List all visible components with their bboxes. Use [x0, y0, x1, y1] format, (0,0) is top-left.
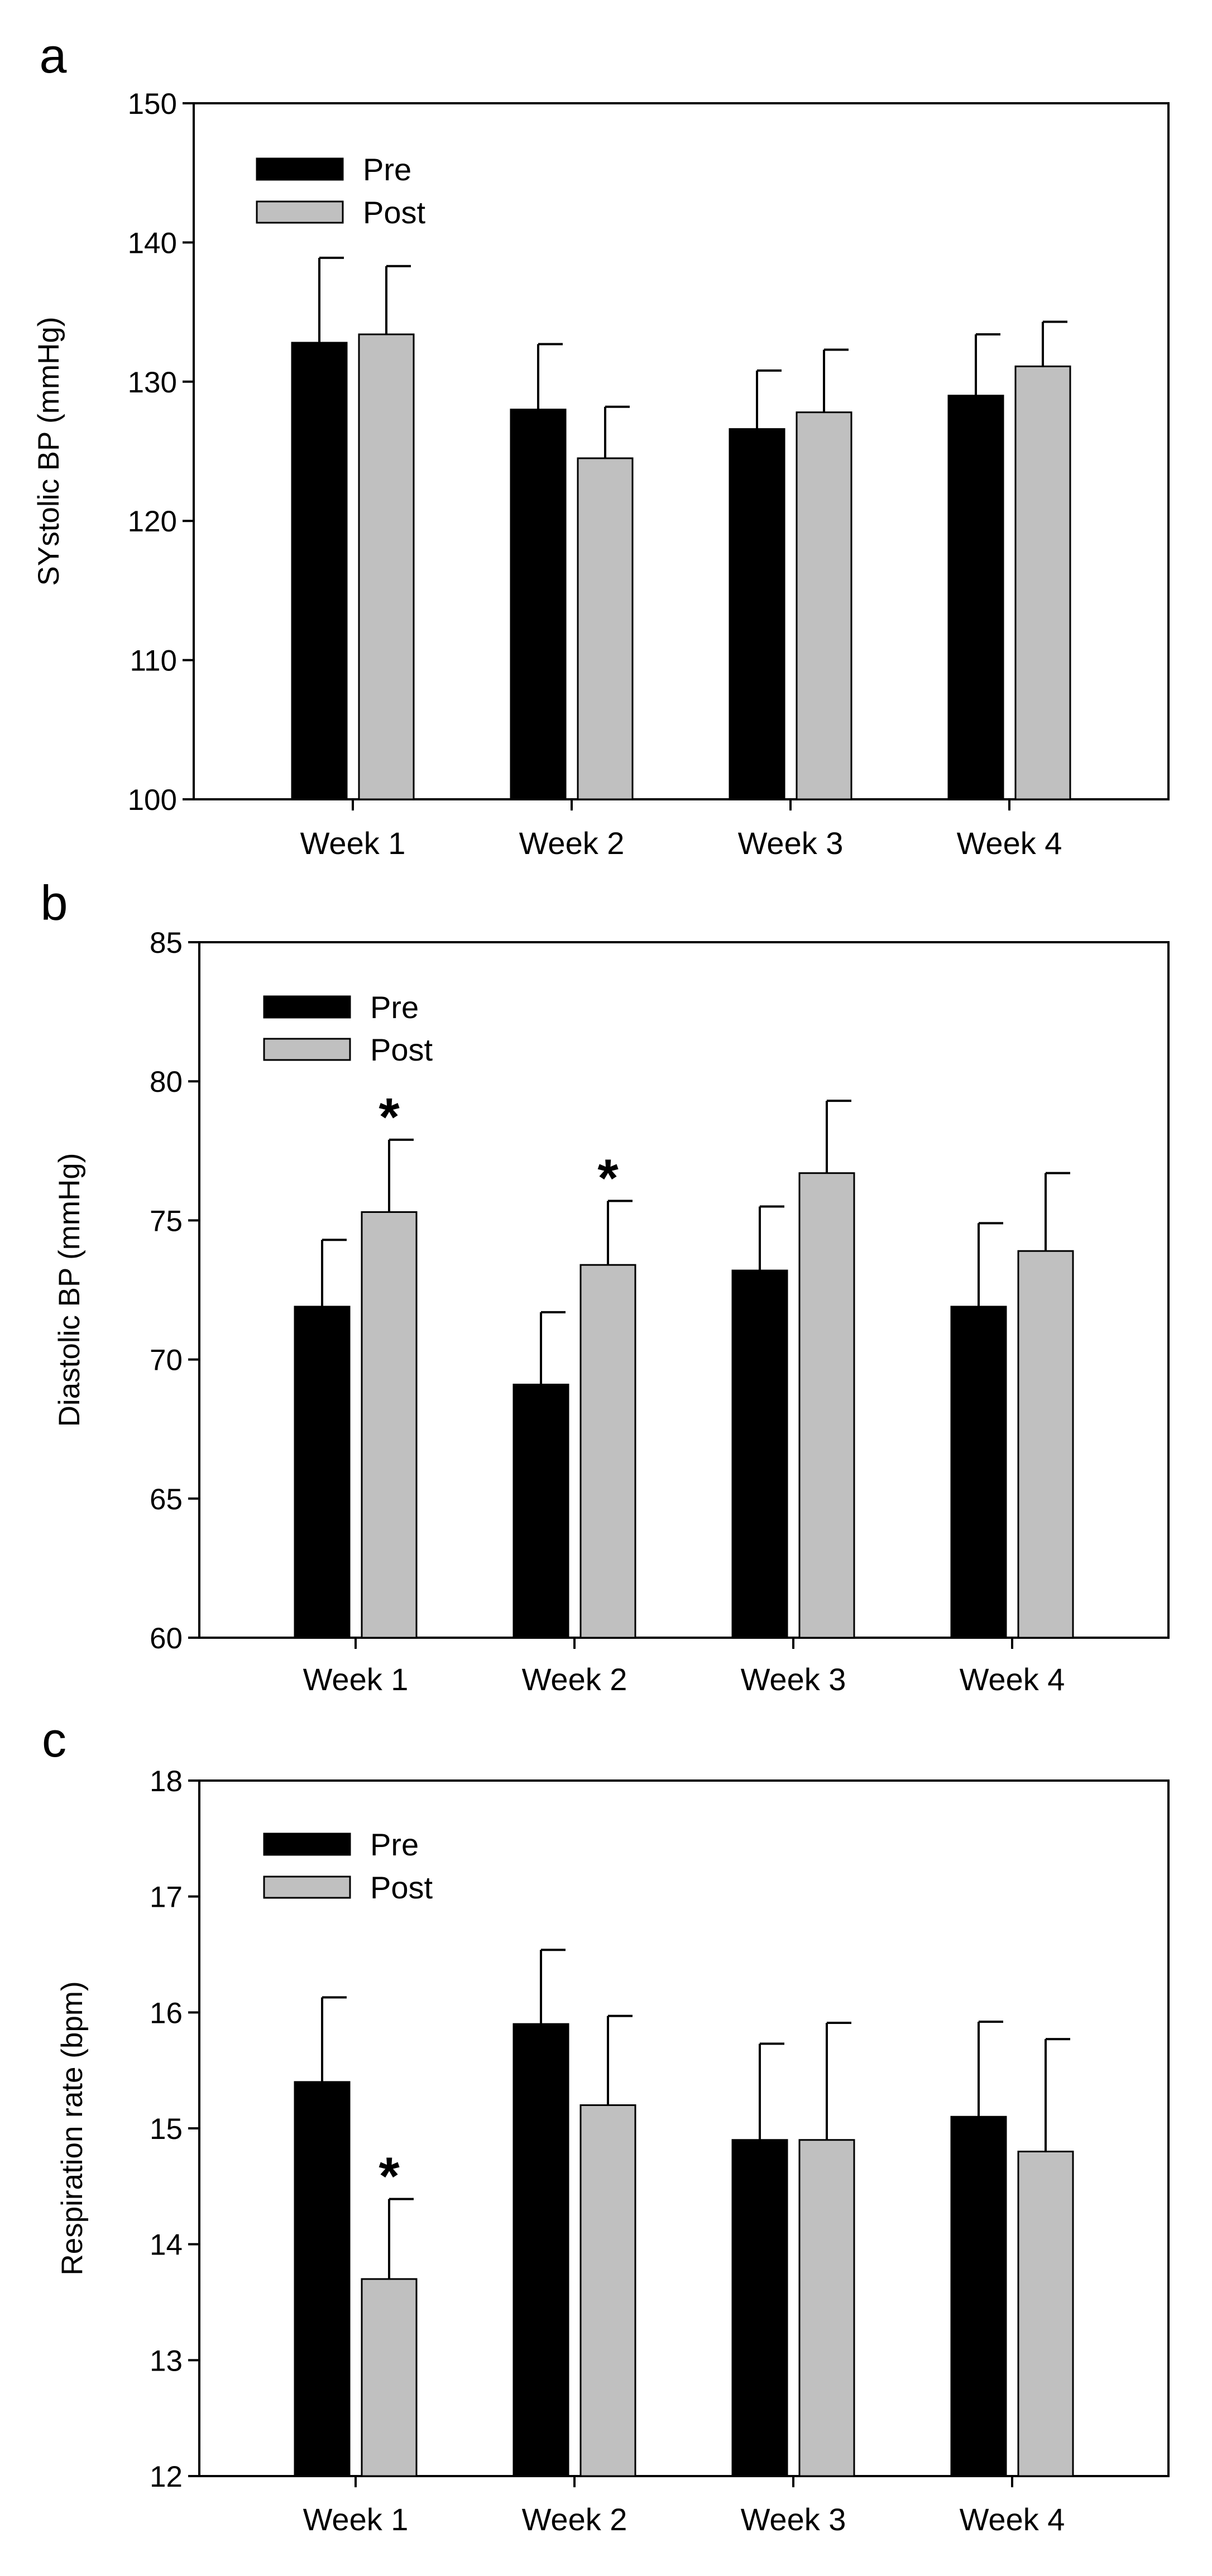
plot-frame	[193, 102, 1170, 800]
bar-pre	[950, 1306, 1007, 1639]
legend-swatch-pre	[263, 1833, 351, 1856]
chart-panel-b: b 60 65 70 75 80 85 Diastolic BP (mmHg) Week 1 We…	[41, 875, 1170, 1697]
significance-marker: *	[379, 1087, 400, 1147]
legend-swatch-pre	[256, 157, 344, 181]
bar-pre	[947, 395, 1004, 800]
panel-label: b	[41, 875, 68, 930]
bar-pre	[512, 1383, 569, 1639]
significance-marker: *	[597, 1149, 619, 1208]
bar-pre	[731, 1269, 788, 1639]
bar-post	[579, 1264, 636, 1639]
legend-label-post: Post	[370, 1870, 433, 1905]
panel-label: a	[40, 28, 67, 83]
legend-swatch-post	[256, 200, 344, 224]
y-axis-title: SYstolic BP (mmHg)	[32, 317, 65, 586]
bar-post	[579, 2104, 636, 2477]
legend-label-pre: Pre	[370, 990, 419, 1025]
x-tick-label: Week 3	[741, 2502, 846, 2537]
y-tick-label: 150	[128, 88, 177, 121]
legend: Pre Post	[263, 990, 433, 1067]
x-tick-label: Week 4	[957, 826, 1062, 861]
legend-swatch-pre	[263, 995, 351, 1019]
x-tick-label: Week 4	[960, 1662, 1065, 1697]
y-tick-label: 80	[150, 1066, 183, 1098]
y-tick-label: 140	[128, 227, 177, 260]
bar-post	[798, 1172, 855, 1639]
chart-panel-a: a 100 110 120 130 140 150 SYstolic BP (mmHg) Wee…	[32, 28, 1170, 861]
y-axis-title: Respiration rate (bpm)	[56, 1981, 89, 2275]
bar-post	[1014, 365, 1071, 800]
chart-panel-c: c 12 13 14 15 16 17 18 Respiration rate (bpm) Wee…	[42, 1712, 1170, 2537]
bar-pre	[731, 2139, 788, 2477]
panel-label: c	[42, 1712, 66, 1767]
y-tick-label: 16	[150, 1997, 183, 2030]
x-tick-label: Week 2	[519, 826, 625, 861]
legend-label-pre: Pre	[363, 152, 411, 187]
x-tick-label: Week 1	[300, 826, 406, 861]
y-tick-label: 13	[150, 2344, 183, 2377]
bar-post	[1017, 2151, 1074, 2477]
x-tick-label: Week 3	[741, 1662, 846, 1697]
y-tick-label: 14	[150, 2229, 183, 2262]
bar-pre	[510, 409, 567, 800]
y-tick-label: 15	[150, 2113, 183, 2146]
legend: Pre Post	[263, 1827, 433, 1905]
bar-pre	[291, 342, 348, 800]
y-tick-label: 70	[150, 1344, 183, 1377]
bar-pre	[294, 2081, 351, 2477]
bar-post	[361, 2278, 418, 2477]
x-tick-label: Week 2	[522, 2502, 627, 2537]
legend-label-pre: Pre	[370, 1827, 419, 1862]
y-tick-label: 65	[150, 1483, 183, 1516]
significance-marker: *	[379, 2147, 400, 2206]
bar-post	[358, 333, 415, 800]
y-tick-label: 18	[150, 1765, 183, 1798]
legend-label-post: Post	[370, 1032, 433, 1067]
x-tick-label: Week 1	[303, 1662, 409, 1697]
legend-label-post: Post	[363, 195, 425, 230]
bar-pre	[294, 1306, 351, 1639]
x-tick-label: Week 2	[522, 1662, 627, 1697]
bar-pre	[950, 2116, 1007, 2477]
y-tick-label: 85	[150, 927, 183, 960]
bar-post	[1017, 1250, 1074, 1639]
y-tick-label: 120	[128, 505, 177, 538]
y-tick-label: 12	[150, 2460, 183, 2493]
y-tick-label: 110	[130, 645, 178, 678]
legend: Pre Post	[256, 152, 425, 230]
bar-pre	[512, 2023, 569, 2477]
y-tick-label: 17	[150, 1881, 183, 1914]
x-tick-label: Week 3	[738, 826, 844, 861]
y-tick-label: 130	[128, 366, 177, 399]
bar-post	[798, 2139, 855, 2477]
plot-frame	[198, 941, 1170, 1639]
legend-swatch-post	[263, 1875, 351, 1899]
y-tick-label: 60	[150, 1622, 183, 1655]
bar-post	[361, 1211, 418, 1639]
y-tick-label: 100	[128, 784, 177, 817]
x-tick-label: Week 4	[960, 2502, 1065, 2537]
x-tick-label: Week 1	[303, 2502, 409, 2537]
y-axis-title: Diastolic BP (mmHg)	[53, 1153, 86, 1427]
bar-post	[577, 457, 634, 800]
bar-post	[796, 411, 852, 800]
y-tick-label: 75	[150, 1205, 183, 1237]
legend-swatch-post	[263, 1038, 351, 1061]
bar-pre	[729, 428, 785, 800]
